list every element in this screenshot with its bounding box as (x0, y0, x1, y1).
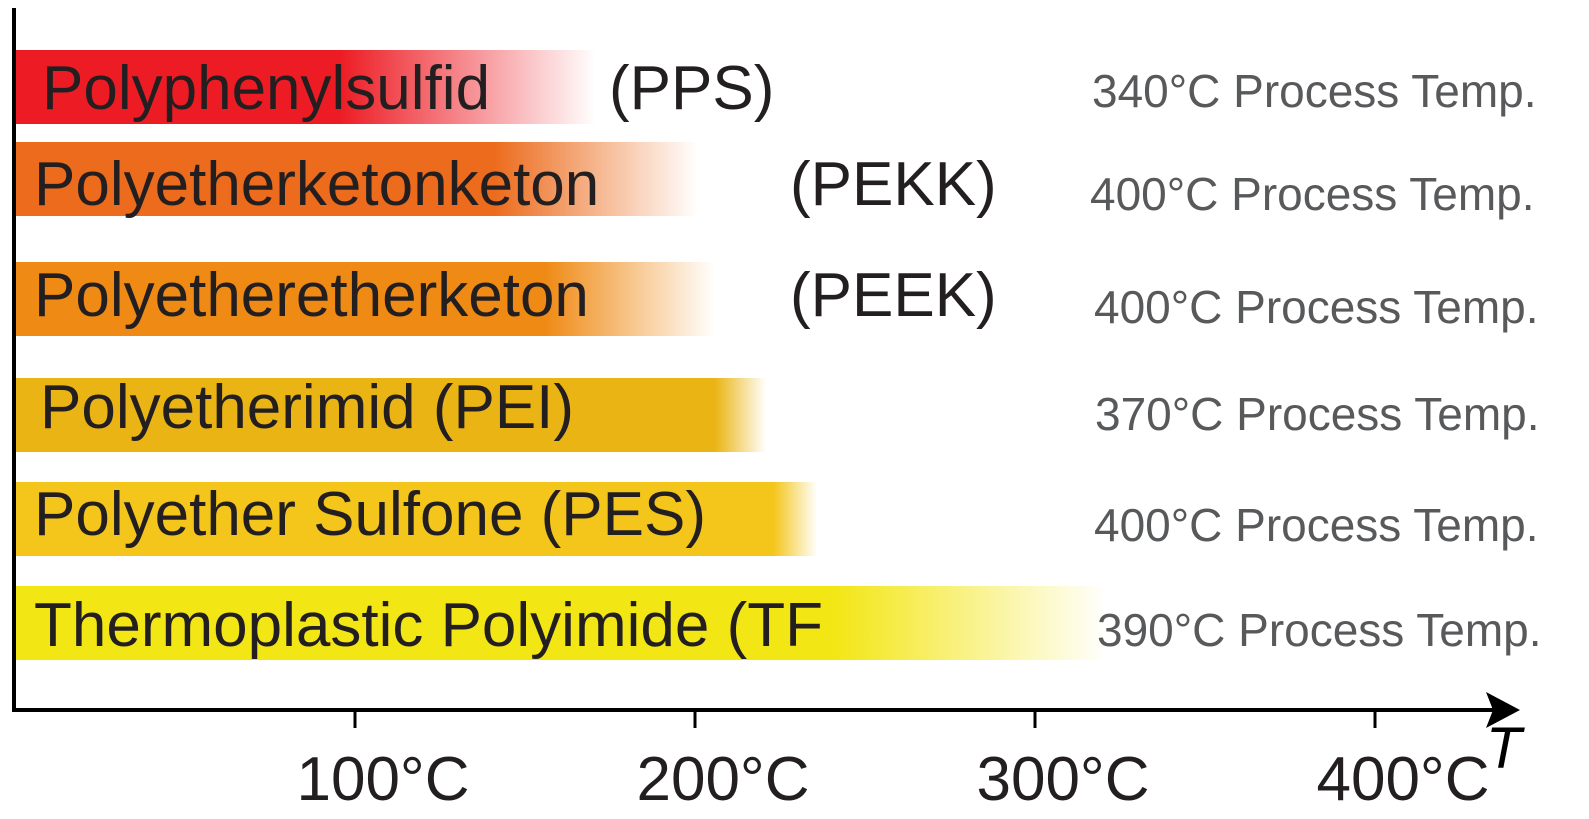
bar-abbreviation: (PEEK) (790, 261, 997, 330)
x-tick-label: 300°C (976, 745, 1149, 814)
bar-label: Polyether Sulfone (PES) (34, 480, 706, 549)
bar (16, 142, 698, 216)
x-tick-label: 200°C (636, 745, 809, 814)
bar (16, 482, 818, 556)
bar-label: Polyetherimid (PEI) (40, 373, 574, 442)
x-axis-arrowhead (1486, 692, 1520, 728)
ticks-layer: 100°C 200°C 300°C 400°C (296, 710, 1490, 814)
x-tick-label: 400°C (1316, 745, 1489, 814)
bar-group: Polyetherketonketon (PEKK) 400°C Process T… (16, 142, 1535, 220)
bar-label: Polyphenylsulfid (42, 54, 490, 123)
axis-layer: T (12, 8, 1525, 781)
process-temp-label: 340°C Process Temp. (1092, 65, 1537, 117)
bar-group: Polyether Sulfone (PES) 400°C Process Tem… (16, 480, 1539, 556)
bar (16, 586, 1108, 660)
process-temp-label: 390°C Process Temp. (1097, 604, 1542, 656)
process-temp-label: 400°C Process Temp. (1090, 168, 1535, 220)
bar-abbreviation: (PEKK) (790, 150, 997, 219)
bar (16, 50, 596, 124)
bar-group: Polyetherimid (PEI) 370°C Process Temp. (16, 373, 1540, 452)
process-temp-label: 370°C Process Temp. (1095, 388, 1540, 440)
x-axis-label: T (1486, 716, 1525, 781)
bar-group: Polyetheretherketon (PEEK) 400°C Process T… (16, 261, 1539, 336)
process-temp-label: 400°C Process Temp. (1094, 281, 1539, 333)
bar-label: Polyetherketonketon (34, 150, 599, 219)
bar-label: Thermoplastic Polyimide (TF (34, 591, 823, 660)
bar (16, 378, 767, 452)
process-temp-label: 400°C Process Temp. (1094, 499, 1539, 551)
bars-layer: Polyphenylsulfid (PPS) 340°C Process Temp.… (16, 50, 1542, 660)
bar-abbreviation: (PPS) (609, 54, 774, 123)
bar (16, 262, 716, 336)
x-tick-label: 100°C (296, 745, 469, 814)
bar-group: Thermoplastic Polyimide (TF 390°C Process… (16, 586, 1542, 660)
bar-label: Polyetheretherketon (34, 261, 589, 330)
bar-group: Polyphenylsulfid (PPS) 340°C Process Temp. (16, 50, 1537, 124)
